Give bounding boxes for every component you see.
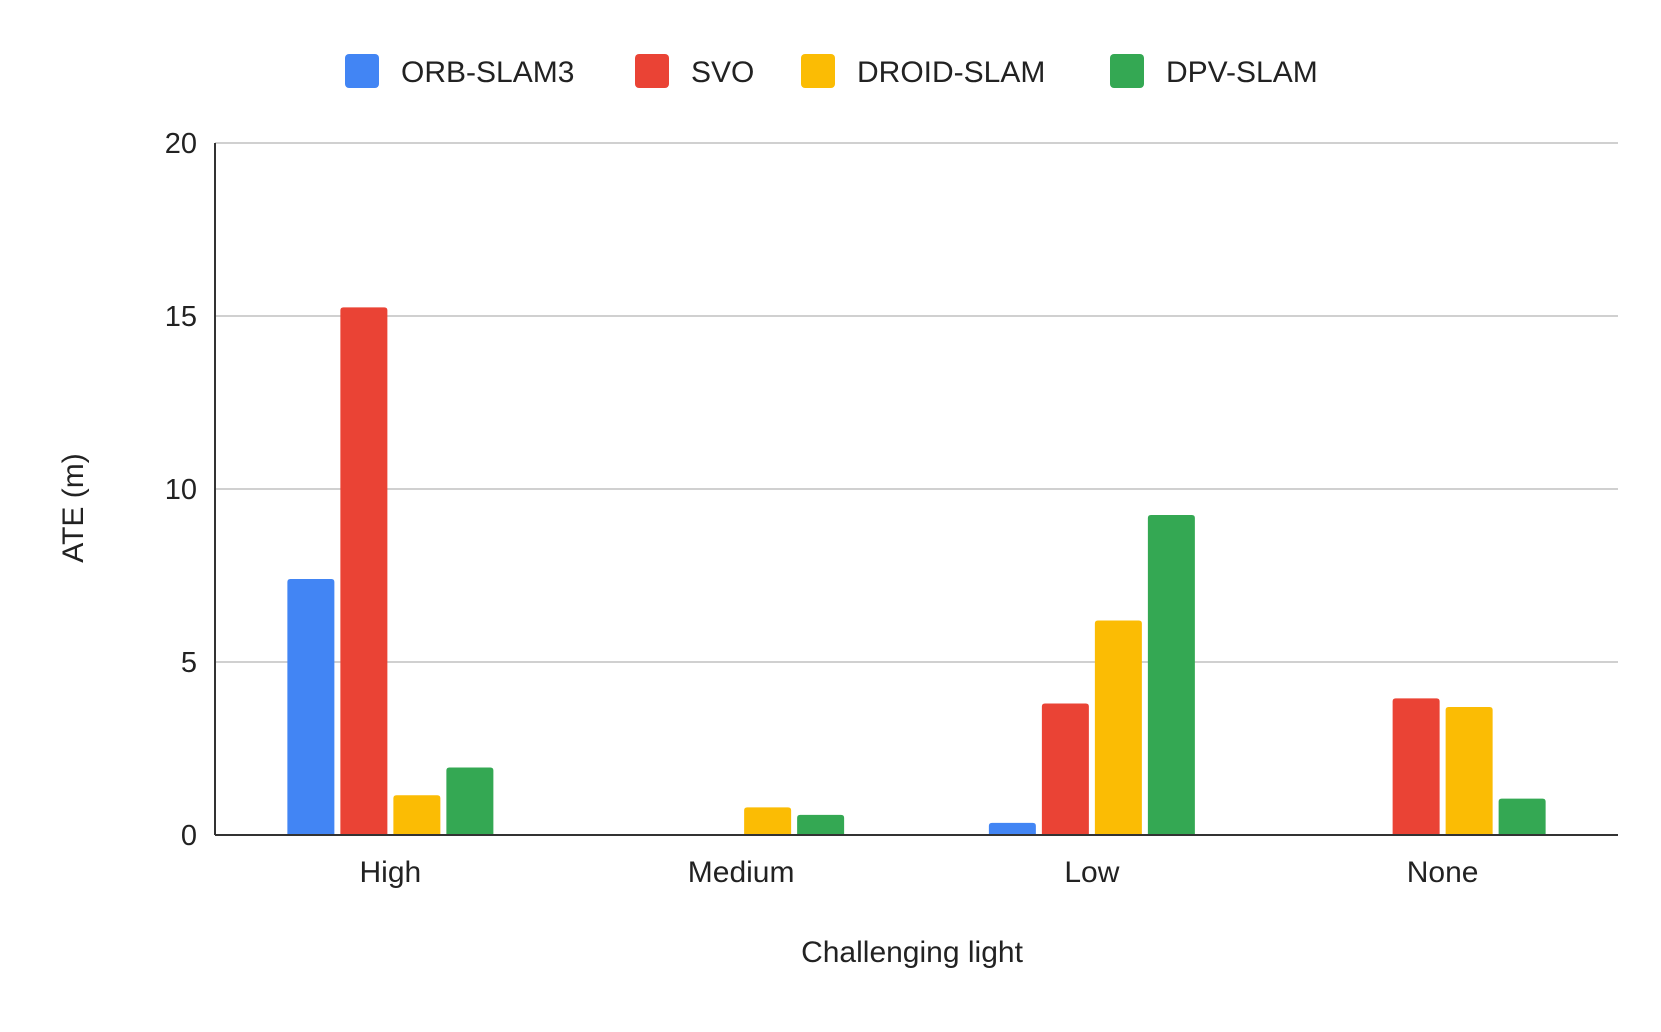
y-tick-label: 0 [181, 820, 197, 852]
x-axis-label: Challenging light [801, 936, 1023, 969]
legend-item: DPV-SLAM [1110, 54, 1318, 89]
legend-label: SVO [691, 56, 754, 89]
y-tick-label: 10 [165, 474, 197, 506]
axes [214, 143, 1618, 836]
bar-svo-high [340, 307, 388, 836]
legend-item: ORB-SLAM3 [345, 54, 574, 89]
bar-droid-slam-none [1445, 706, 1493, 835]
bar-svo-low [1041, 703, 1089, 835]
x-tick-label: High [360, 856, 422, 889]
y-tick-label: 5 [181, 647, 197, 679]
legend: ORB-SLAM3 SVO DROID-SLAM DPV-SLAM [345, 54, 1318, 89]
legend-swatch [635, 54, 669, 88]
bar-orb-slam3-low [988, 822, 1036, 835]
bar-svo-none [1392, 698, 1440, 835]
y-axis-label: ATE (m) [57, 453, 90, 562]
legend-item: DROID-SLAM [801, 54, 1045, 89]
bar-droid-slam-low [1094, 620, 1142, 835]
bars [287, 307, 1546, 836]
legend-label: ORB-SLAM3 [401, 56, 574, 89]
legend-swatch [801, 54, 835, 88]
legend-swatch [1110, 54, 1144, 88]
bar-orb-slam3-high [287, 578, 335, 835]
y-tick-label: 20 [165, 128, 197, 160]
y-tick-labels: 0 5 10 15 20 [165, 128, 197, 852]
bar-dpv-slam-high [446, 767, 494, 835]
x-tick-labels: High Medium Low None [360, 856, 1479, 889]
bar-droid-slam-medium [744, 807, 792, 835]
bar-dpv-slam-none [1498, 798, 1546, 835]
gridlines [215, 142, 1618, 663]
x-tick-label: Medium [688, 856, 795, 889]
x-tick-label: Low [1064, 856, 1119, 889]
bar-dpv-slam-medium [797, 814, 845, 835]
legend-label: DPV-SLAM [1166, 56, 1318, 89]
legend-swatch [345, 54, 379, 88]
x-tick-label: None [1407, 856, 1479, 889]
legend-item: SVO [635, 54, 754, 89]
bar-droid-slam-high [393, 795, 441, 835]
bar-dpv-slam-low [1147, 514, 1195, 835]
legend-label: DROID-SLAM [857, 56, 1045, 89]
y-tick-label: 15 [165, 301, 197, 333]
